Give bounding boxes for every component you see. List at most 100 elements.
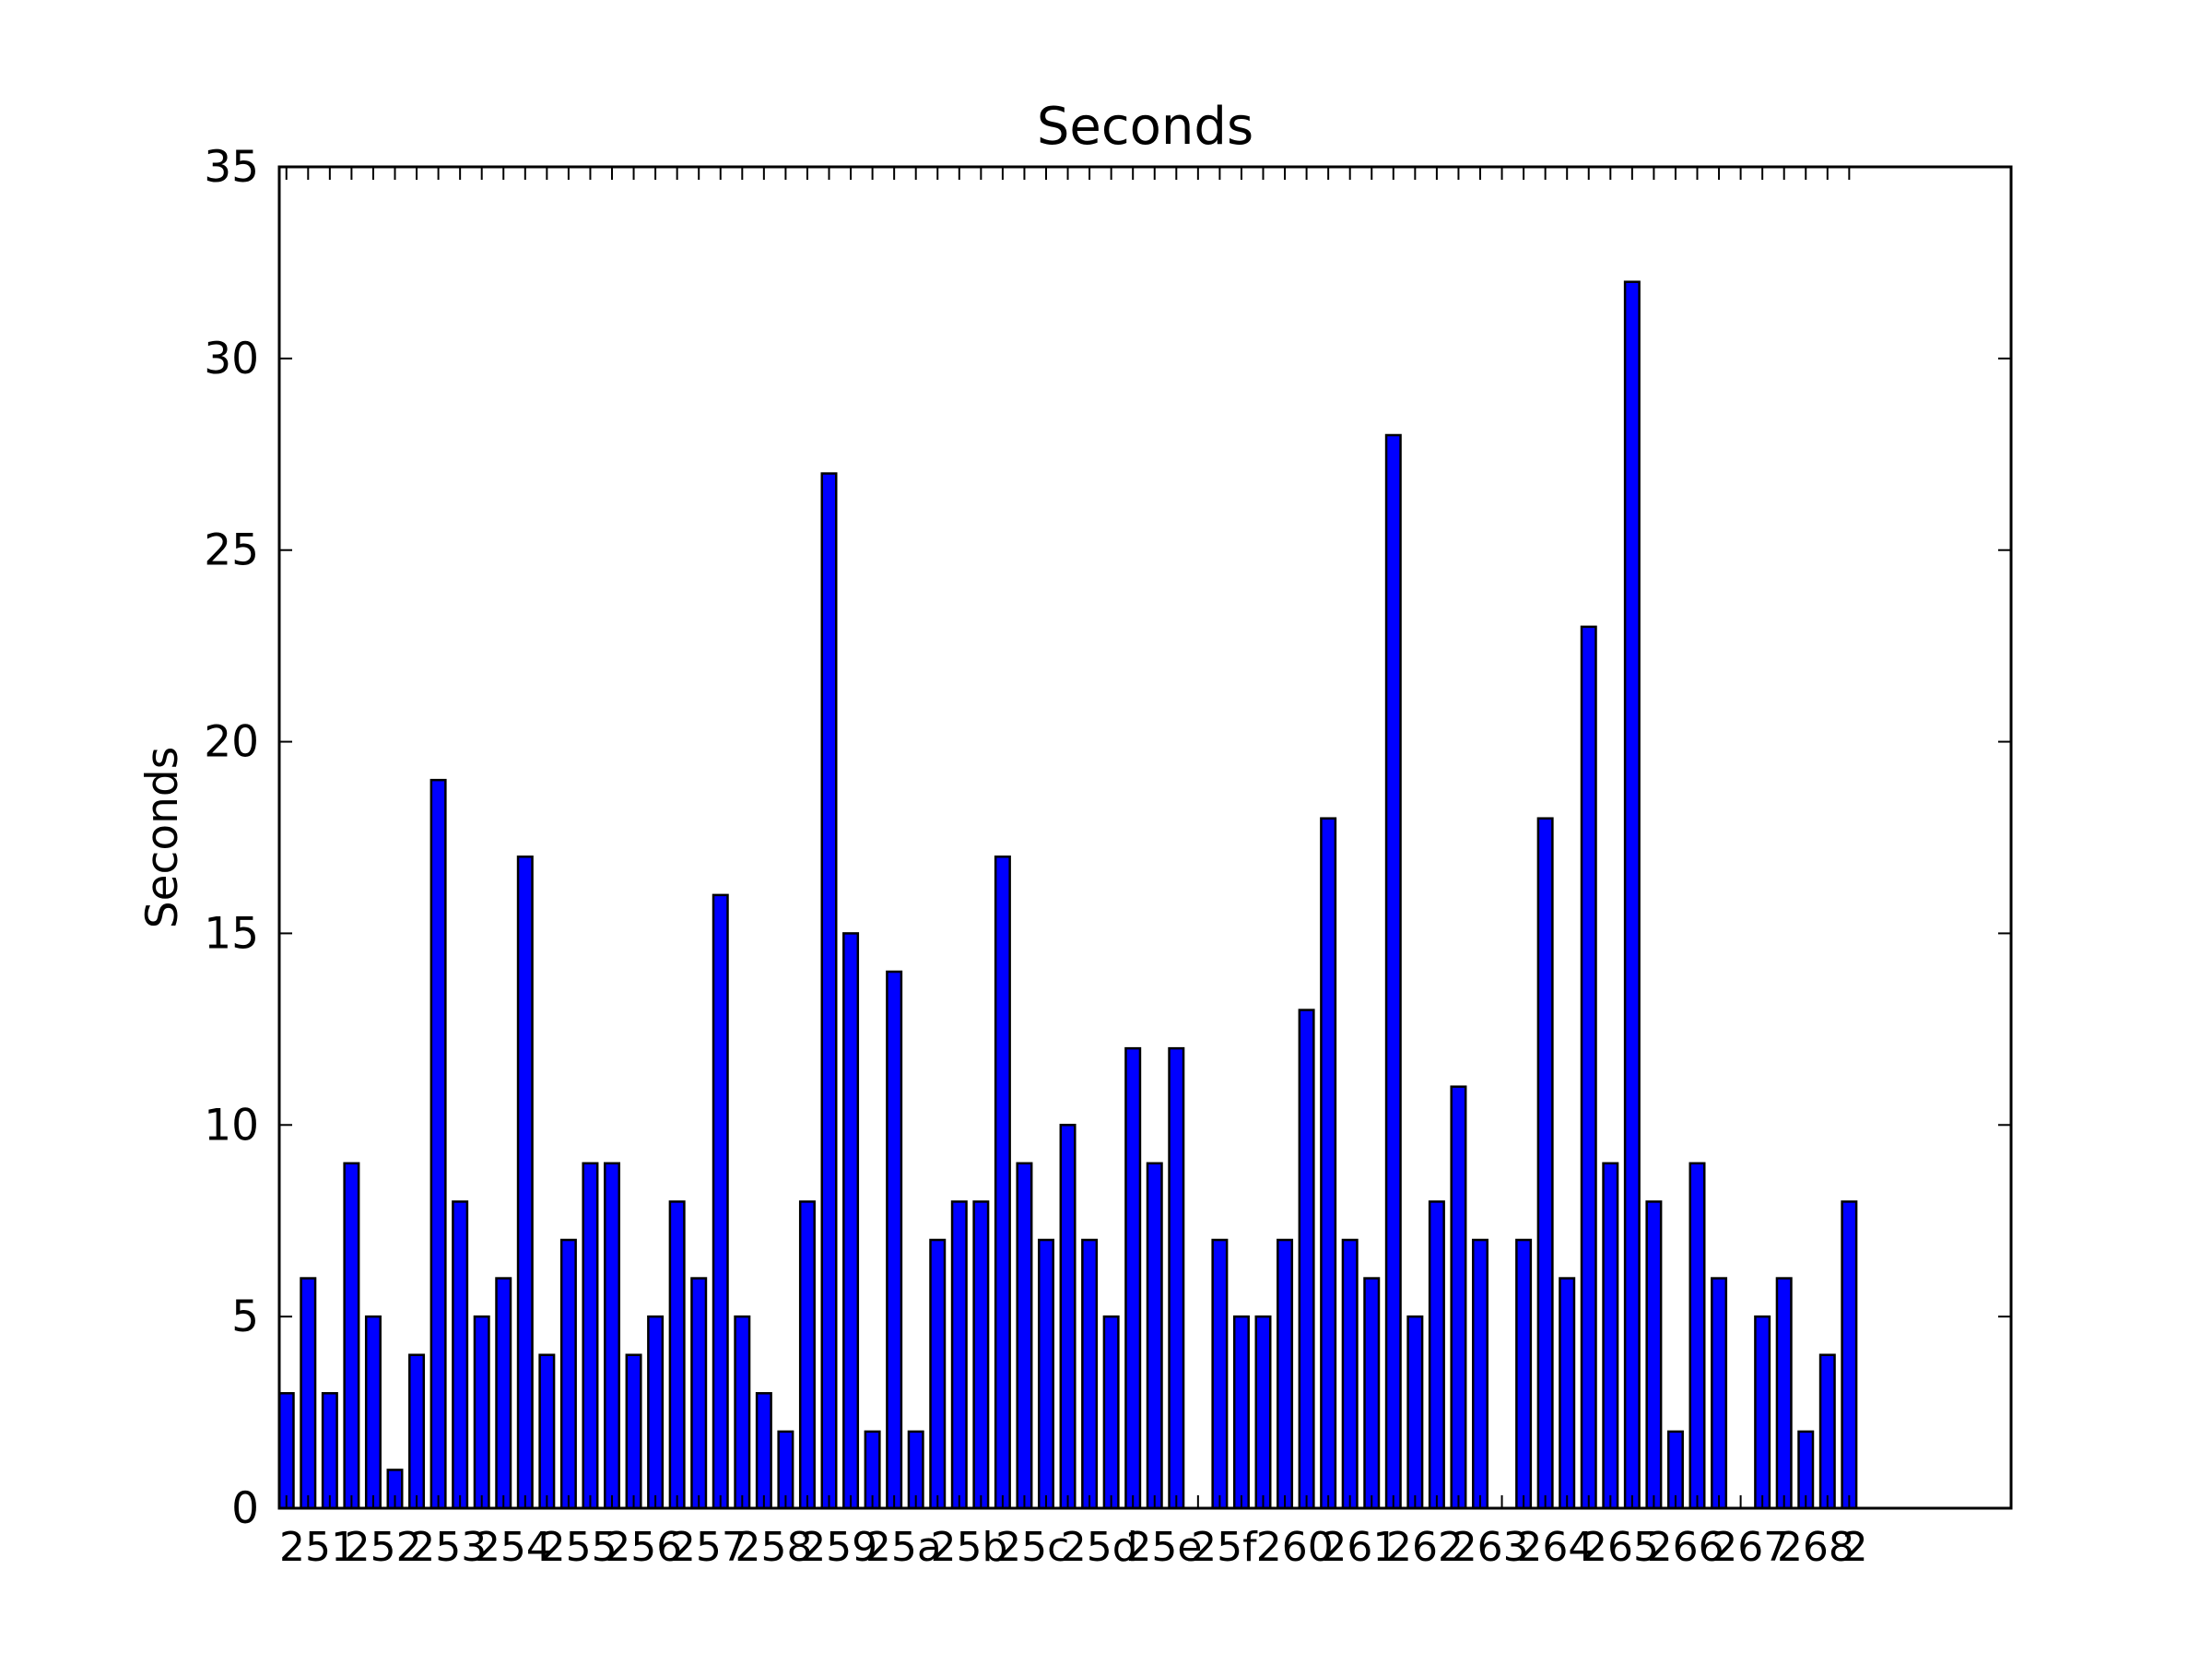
bar-53 <box>1428 1200 1445 1510</box>
xtick-label-6: 257 <box>670 1524 747 1571</box>
xtick-label-24: 2 <box>1842 1524 1868 1571</box>
bar-32 <box>972 1200 990 1510</box>
xtick-label-11: 25c <box>995 1524 1069 1571</box>
bar-46 <box>1277 1238 1294 1510</box>
ytick-label-7: 35 <box>204 142 259 193</box>
xtick-label-10: 25b <box>931 1524 1008 1571</box>
bar-35 <box>1038 1238 1054 1510</box>
xtick-label-18: 263 <box>1452 1524 1529 1571</box>
bar-71 <box>1818 1353 1836 1510</box>
bar-33 <box>994 856 1011 1510</box>
xtick-label-16: 261 <box>1321 1524 1398 1571</box>
bar-36 <box>1059 1124 1077 1510</box>
bar-17 <box>647 1315 665 1510</box>
bar-45 <box>1254 1315 1272 1510</box>
ytick-label-5: 25 <box>204 525 259 576</box>
bar-48 <box>1320 817 1337 1510</box>
bar-50 <box>1363 1277 1381 1510</box>
bar-2 <box>321 1392 338 1510</box>
xtick-label-7: 258 <box>735 1524 813 1571</box>
bar-21 <box>734 1315 751 1510</box>
bar-0 <box>277 1392 295 1510</box>
bar-14 <box>582 1162 599 1510</box>
plot-frame <box>277 165 2013 1510</box>
bar-3 <box>343 1162 360 1510</box>
ticks-layer <box>279 166 2011 1509</box>
bar-44 <box>1232 1315 1250 1510</box>
bar-10 <box>495 1277 512 1510</box>
bar-38 <box>1102 1315 1120 1510</box>
xtick-label-22: 267 <box>1712 1524 1789 1571</box>
bar-1 <box>300 1277 317 1510</box>
bar-16 <box>625 1353 642 1510</box>
bar-58 <box>1536 817 1554 1510</box>
xtick-label-2: 253 <box>409 1524 487 1571</box>
bar-8 <box>452 1200 469 1510</box>
bar-52 <box>1406 1315 1424 1510</box>
xtick-label-8: 259 <box>800 1524 877 1571</box>
xtick-label-1: 252 <box>345 1524 422 1571</box>
bar-60 <box>1580 625 1597 1510</box>
bar-13 <box>559 1238 577 1510</box>
bar-7 <box>429 778 447 1510</box>
bar-4 <box>364 1315 382 1510</box>
bar-43 <box>1211 1238 1229 1510</box>
bar-28 <box>886 970 903 1510</box>
bar-11 <box>516 856 534 1510</box>
ytick-label-4: 20 <box>204 717 259 768</box>
bar-51 <box>1384 433 1402 1510</box>
bar-41 <box>1168 1046 1185 1510</box>
bar-20 <box>712 893 729 1510</box>
ytick-label-0: 0 <box>231 1483 259 1534</box>
xtick-label-14: 25f <box>1191 1524 1258 1571</box>
bar-19 <box>690 1277 708 1510</box>
chart-title: Seconds <box>1037 97 1253 157</box>
xtick-label-20: 265 <box>1582 1524 1659 1571</box>
xtick-label-4: 255 <box>540 1524 618 1571</box>
bar-66 <box>1711 1277 1728 1510</box>
bar-30 <box>929 1238 947 1510</box>
bar-69 <box>1775 1277 1793 1510</box>
bar-24 <box>798 1200 816 1510</box>
ytick-label-2: 10 <box>204 1100 259 1151</box>
y-tick-labels: 0 5 10 15 20 25 30 35 <box>204 142 259 1534</box>
bar-54 <box>1450 1085 1467 1510</box>
bar-68 <box>1754 1315 1771 1510</box>
bar-47 <box>1298 1009 1315 1510</box>
bar-9 <box>473 1315 490 1510</box>
bar-65 <box>1688 1162 1706 1510</box>
xtick-label-13: 25e <box>1125 1524 1202 1571</box>
ytick-label-1: 5 <box>231 1292 259 1342</box>
xtick-label-15: 260 <box>1256 1524 1334 1571</box>
bar-25 <box>820 472 838 1510</box>
bar-12 <box>538 1353 556 1510</box>
bar-22 <box>755 1392 772 1510</box>
bars-layer <box>277 280 1858 1510</box>
ytick-label-6: 30 <box>204 334 259 384</box>
bar-15 <box>604 1162 620 1510</box>
y-axis-label: Seconds <box>137 747 188 928</box>
xtick-label-17: 262 <box>1386 1524 1464 1571</box>
bar-59 <box>1559 1277 1576 1510</box>
bar-40 <box>1146 1162 1163 1510</box>
xtick-label-3: 254 <box>475 1524 552 1571</box>
xtick-label-5: 256 <box>605 1524 682 1571</box>
bar-72 <box>1841 1200 1858 1510</box>
bar-37 <box>1081 1238 1099 1510</box>
bar-55 <box>1472 1238 1488 1510</box>
x-tick-labels: 25125225325425525625725825925a25b25c25d2… <box>279 1524 1868 1571</box>
xtick-label-0: 251 <box>279 1524 357 1571</box>
bar-61 <box>1602 1162 1619 1510</box>
bar-39 <box>1124 1046 1142 1510</box>
bar-63 <box>1645 1200 1663 1510</box>
xtick-label-19: 264 <box>1516 1524 1594 1571</box>
bar-62 <box>1623 280 1641 1510</box>
xtick-label-9: 25a <box>865 1524 942 1571</box>
bar-6 <box>408 1353 426 1510</box>
bar-57 <box>1515 1238 1533 1510</box>
xtick-label-12: 25d <box>1061 1524 1138 1571</box>
bar-18 <box>668 1200 686 1510</box>
xtick-label-21: 266 <box>1647 1524 1724 1571</box>
